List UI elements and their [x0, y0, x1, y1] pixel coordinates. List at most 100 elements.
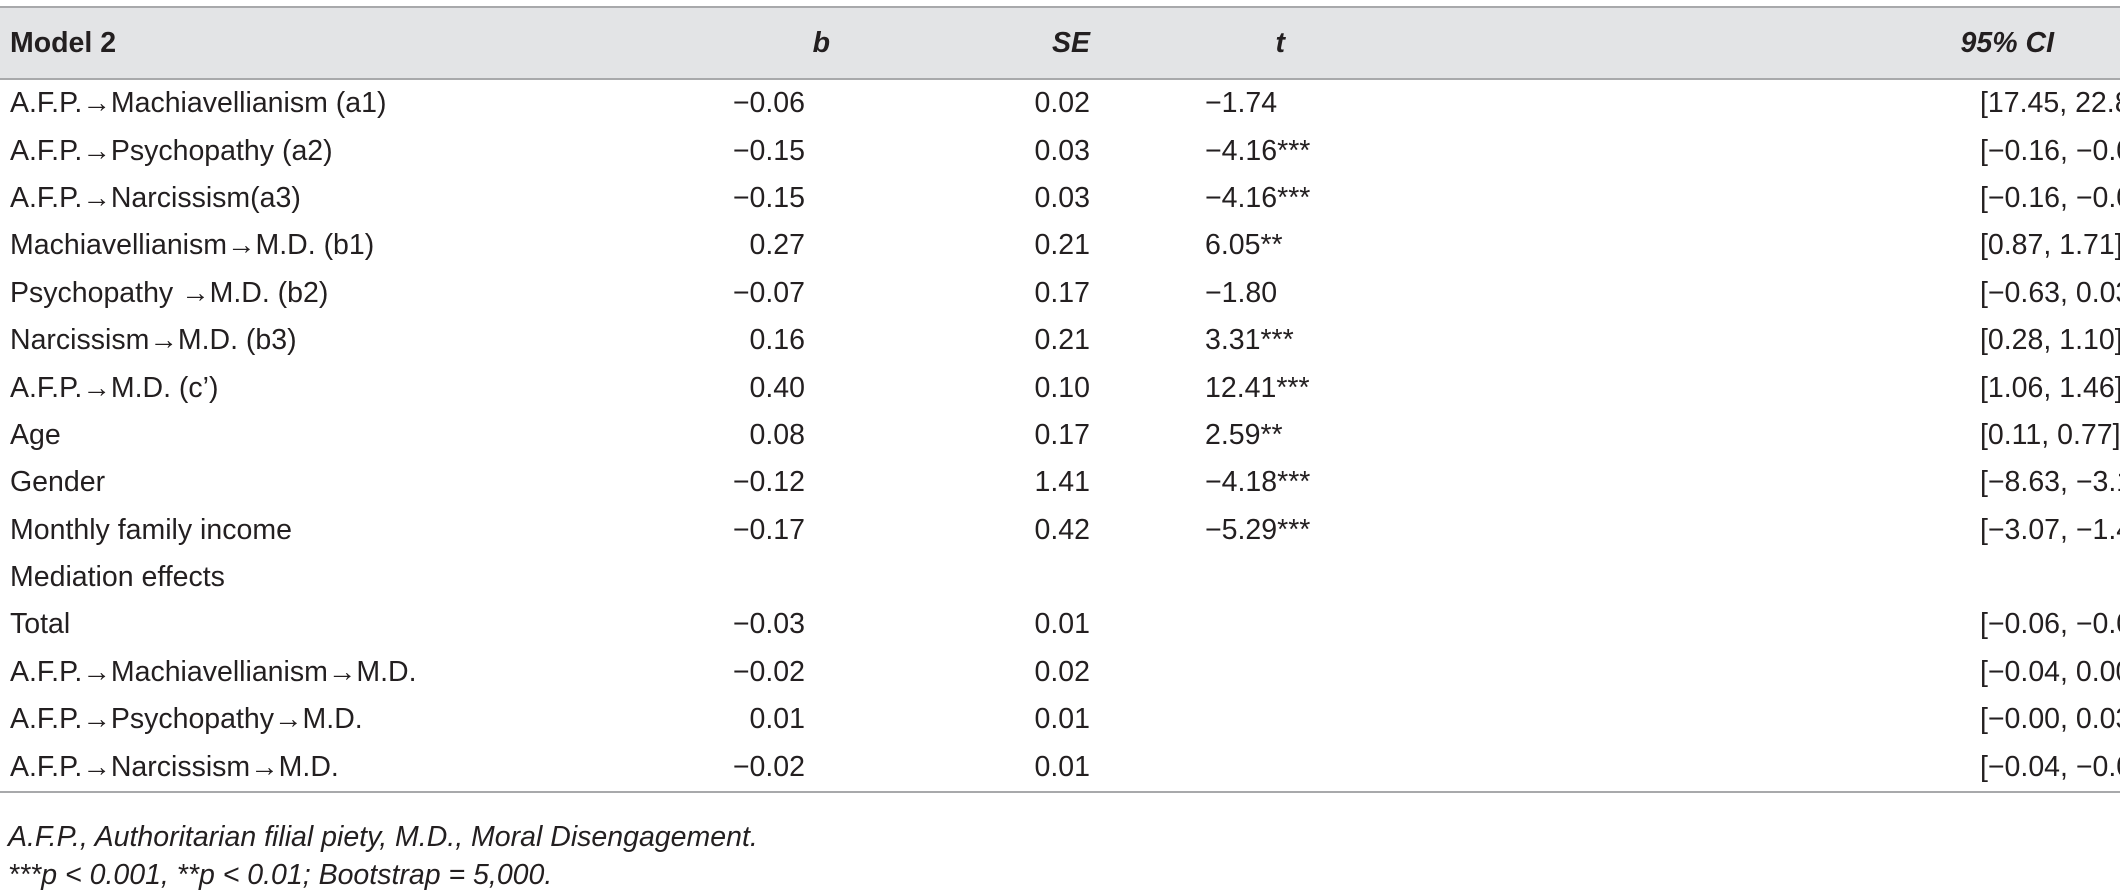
row-label: Age: [10, 418, 61, 451]
cell-t: 6.05**: [1205, 229, 1283, 262]
cell-ci: [0.87, 1.71]: [1980, 229, 2120, 262]
table-row: A.F.P.→Machiavellianism→M.D. −0.02 0.02 [−0…: [0, 649, 2120, 696]
table-row: A.F.P.→Machiavellianism (a1) −0.06 0.02 −1.…: [0, 79, 2120, 127]
cell-t: [1100, 696, 1420, 743]
cell-se: 0.21: [1034, 229, 1090, 262]
row-label: Narcissism→M.D. (b3): [10, 324, 297, 357]
cell-ci: [−8.63, −3.11]: [1980, 466, 2120, 499]
row-label: Machiavellianism→M.D. (b1): [10, 229, 375, 262]
row-label: A.F.P.→Psychopathy→M.D.: [10, 703, 363, 736]
table-row: A.F.P.→Narcissism→M.D. −0.02 0.01 [−0.04, −…: [0, 743, 2120, 793]
row-label: A.F.P.→Machiavellianism→M.D.: [10, 655, 417, 688]
row-label: A.F.P.→Narcissism→M.D.: [0, 743, 680, 793]
cell-t: [1100, 743, 1420, 793]
cell-t: −4.16***: [1205, 181, 1311, 214]
regression-table-container: Model 2 b SE t 95% CI A.F.P.→Machiavelli…: [0, 6, 2120, 793]
table-row: A.F.P.→M.D. (c’) 0.40 0.10 12.41*** [1.06, 1…: [0, 364, 2120, 411]
cell-b: −0.07: [732, 276, 805, 309]
cell-se: 0.01: [1034, 703, 1090, 736]
cell-se: 0.17: [1034, 418, 1090, 451]
cell-t: −4.18***: [1205, 466, 1311, 499]
cell-ci: [−0.16, −0.06]: [1980, 181, 2120, 214]
row-label: A.F.P.→Psychopathy (a2): [10, 134, 333, 167]
cell-b: −0.02: [680, 743, 850, 793]
table-row: A.F.P.→Psychopathy→M.D. 0.01 0.01 [−0.00, 0…: [0, 696, 2120, 743]
cell-se: 0.02: [1034, 87, 1090, 120]
table-row: Narcissism→M.D. (b3) 0.16 0.21 3.31*** [0.28…: [0, 317, 2120, 364]
cell-b: −0.06: [732, 87, 805, 120]
header-b: b: [680, 6, 850, 80]
cell-b: −0.02: [732, 655, 805, 688]
cell-t: [1100, 601, 1420, 648]
cell-ci: [−0.63, 0.03]: [1980, 276, 2120, 309]
cell-ci: [−3.07, −1.41]: [1980, 513, 2120, 546]
header-ci: 95% CI: [1420, 6, 2120, 80]
table-header-row: Model 2 b SE t 95% CI: [0, 6, 2120, 80]
cell-t: 3.31***: [1205, 324, 1294, 357]
table-row: A.F.P.→Psychopathy (a2) −0.15 0.03 −4.16***…: [0, 127, 2120, 174]
cell-se: 0.03: [1034, 134, 1090, 167]
row-label: Monthly family income: [10, 513, 292, 546]
cell-ci: [−0.00, 0.03]: [1980, 703, 2120, 736]
cell-b: 0.27: [749, 229, 805, 262]
cell-se: 0.03: [1034, 181, 1090, 214]
cell-ci: [−0.04, 0.004]: [1980, 655, 2120, 688]
footnote-significance: ***p < 0.001, **p < 0.01; Bootstrap = 5,…: [8, 859, 553, 891]
header-model: Model 2: [0, 6, 680, 80]
cell-b: [680, 554, 850, 601]
cell-b: −0.15: [732, 134, 805, 167]
cell-t: −5.29***: [1205, 513, 1311, 546]
cell-ci: [0.28, 1.10]: [1980, 324, 2120, 357]
table-row: Psychopathy →M.D. (b2) −0.07 0.17 −1.80 [−0.…: [0, 270, 2120, 317]
cell-b: −0.12: [732, 466, 805, 499]
cell-t: −4.16***: [1205, 134, 1311, 167]
cell-b: −0.17: [732, 513, 805, 546]
cell-ci: [−0.04, −0.01]: [1420, 743, 2120, 793]
cell-se: 0.02: [1034, 655, 1090, 688]
table-body: A.F.P.→Machiavellianism (a1) −0.06 0.02 −1.…: [0, 79, 2120, 793]
row-label: A.F.P.→M.D. (c’): [10, 371, 219, 404]
cell-se: 0.42: [1034, 513, 1090, 546]
cell-t: 12.41***: [1205, 371, 1310, 404]
row-label: Mediation effects: [10, 561, 225, 594]
row-label: Gender: [10, 466, 106, 499]
table-row: Machiavellianism→M.D. (b1) 0.27 0.21 6.05**…: [0, 222, 2120, 269]
cell-t: [1100, 649, 1420, 696]
cell-se: [850, 554, 1100, 601]
cell-se: 0.21: [1034, 324, 1090, 357]
cell-ci: [1.06, 1.46]: [1980, 371, 2120, 404]
cell-se: 1.41: [1034, 466, 1090, 499]
cell-b: 0.08: [749, 418, 805, 451]
cell-t: −1.74: [1205, 87, 1278, 120]
table-row: Age 0.08 0.17 2.59** [0.11, 0.77]: [0, 412, 2120, 459]
table-row: Gender −0.12 1.41 −4.18*** [−8.63, −3.11]: [0, 459, 2120, 506]
cell-se: 0.10: [1034, 371, 1090, 404]
cell-t: 2.59**: [1205, 418, 1283, 451]
header-t: t: [1100, 6, 1420, 80]
header-se: SE: [850, 6, 1100, 80]
footnote-abbreviations: A.F.P., Authoritarian filial piety, M.D.…: [8, 821, 758, 853]
cell-b: −0.15: [732, 181, 805, 214]
table-footnotes: A.F.P., Authoritarian filial piety, M.D.…: [8, 818, 758, 894]
table-row: A.F.P.→Narcissism(a3) −0.15 0.03 −4.16*** [−…: [0, 175, 2120, 222]
regression-table: Model 2 b SE t 95% CI A.F.P.→Machiavelli…: [0, 6, 2120, 793]
cell-ci: [1420, 554, 2120, 601]
row-label: Total: [10, 608, 71, 641]
table-row: Total −0.03 0.01 [−0.06, −0.01]: [0, 601, 2120, 648]
cell-se: 0.01: [850, 743, 1100, 793]
cell-ci: [−0.16, −0.06]: [1980, 134, 2120, 167]
cell-se: 0.01: [1034, 608, 1090, 641]
cell-ci: [0.11, 0.77]: [1980, 418, 2120, 451]
cell-t: −1.80: [1205, 276, 1278, 309]
cell-b: 0.40: [749, 371, 805, 404]
cell-t: [1100, 554, 1420, 601]
cell-ci: [17.45, 22.89]: [1980, 87, 2120, 120]
row-label: A.F.P.→Machiavellianism (a1): [10, 87, 387, 120]
row-label: A.F.P.→Narcissism(a3): [10, 181, 301, 214]
cell-b: 0.01: [749, 703, 805, 736]
table-row: Monthly family income −0.17 0.42 −5.29*** [−…: [0, 507, 2120, 554]
cell-b: −0.03: [732, 608, 805, 641]
table-row: Mediation effects: [0, 554, 2120, 601]
cell-se: 0.17: [1034, 276, 1090, 309]
